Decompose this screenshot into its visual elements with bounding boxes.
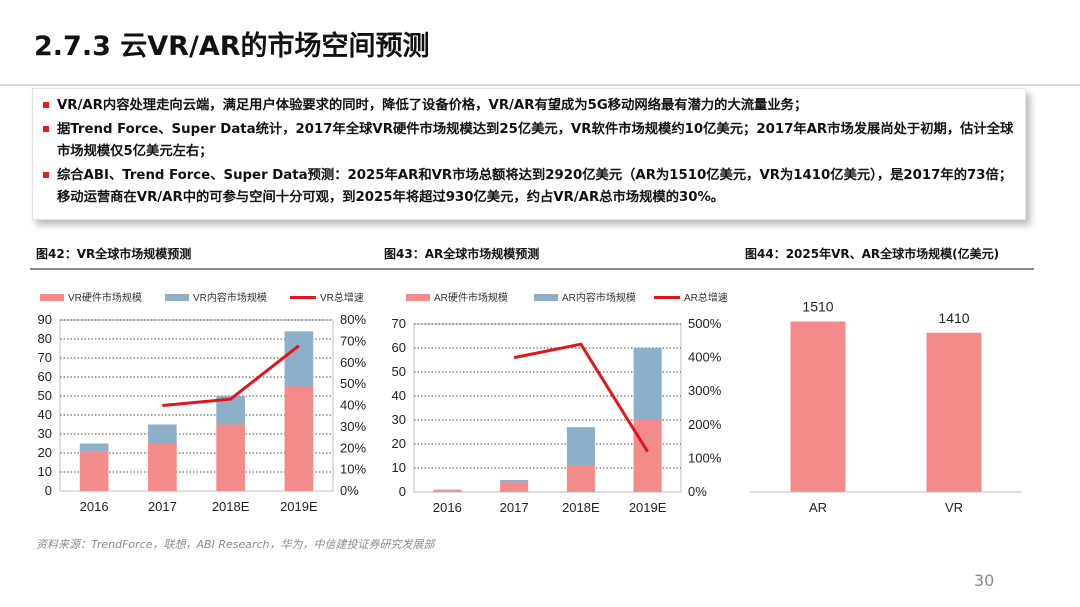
y-tick-label: 60	[392, 340, 406, 355]
bar-content	[284, 331, 314, 387]
y-tick-label: 50	[38, 388, 52, 403]
y2-tick-label: 300%	[688, 383, 722, 398]
y-tick-label: 10	[38, 464, 52, 479]
y2-tick-label: 0%	[688, 484, 707, 499]
legend-swatch-hardware	[40, 294, 64, 301]
figure-title-divider	[30, 268, 1034, 270]
bar-hardware	[566, 465, 595, 492]
y2-tick-label: 50%	[340, 376, 366, 391]
legend-swatch-hardware	[406, 294, 430, 301]
y-tick-label: 70	[392, 316, 406, 331]
legend-label: VR总增速	[320, 291, 364, 304]
y2-tick-label: 20%	[340, 440, 366, 455]
data-label: 1510	[802, 298, 833, 314]
y2-tick-label: 10%	[340, 462, 366, 477]
source-note: 资料来源：TrendForce，联想，ABI Research，华为，中信建投证…	[36, 538, 435, 551]
x-tick-label: 2017	[500, 500, 529, 515]
y2-tick-label: 0%	[340, 483, 359, 498]
bar-hardware	[633, 420, 662, 492]
x-tick-label: 2018E	[212, 499, 250, 514]
x-tick-label: 2016	[433, 500, 462, 515]
bar-hardware	[79, 451, 109, 491]
x-tick-label: 2019E	[280, 499, 318, 514]
market-2025-chart: 1510 AR 1410 VR	[750, 298, 1022, 515]
y2-tick-label: 80%	[340, 312, 366, 327]
legend-label: VR硬件市场规模	[68, 291, 142, 304]
y-tick-label: 30	[38, 426, 52, 441]
x-tick-label: 2018E	[562, 500, 600, 515]
figure-43-title: 图43：AR全球市场规模预测	[384, 247, 540, 261]
legend-label: AR总增速	[684, 291, 728, 304]
y2-tick-label: 200%	[688, 417, 722, 432]
legend-swatch-content	[165, 294, 189, 301]
vr-market-chart: 0 10 20 30 40 50 60 70 80 90 0% 10% 20% 30% 40% 50% 60% 7…	[38, 291, 367, 514]
summary-box: VR/AR内容处理走向云端，满足用户体验要求的同时，降低了设备价格，VR/AR有…	[32, 88, 1026, 220]
bar-hardware	[284, 386, 314, 491]
y2-tick-label: 60%	[340, 355, 366, 370]
bullet-marker	[43, 102, 49, 108]
y-tick-label: 70	[38, 350, 52, 365]
bullet-marker	[43, 172, 49, 178]
y-tick-label: 80	[38, 331, 52, 346]
bullet-marker	[43, 126, 49, 132]
y2-tick-label: 100%	[688, 450, 722, 465]
x-tick-label: 2017	[148, 499, 177, 514]
legend-label: VR内容市场规模	[193, 291, 267, 304]
bar-content	[566, 427, 595, 466]
legend-label: AR内容市场规模	[562, 291, 636, 304]
bar	[790, 321, 846, 492]
x-tick-label: 2019E	[629, 500, 667, 515]
y-tick-label: 0	[399, 484, 406, 499]
y-tick-label: 40	[392, 388, 406, 403]
x-tick-label: AR	[809, 500, 827, 515]
y-tick-label: 50	[392, 364, 406, 379]
growth-line	[513, 342, 649, 453]
y2-tick-label: 500%	[688, 316, 722, 331]
bar-hardware	[148, 443, 177, 491]
bar-hardware	[216, 424, 245, 491]
figure-42-title: 图42：VR全球市场规模预测	[36, 247, 192, 261]
title-divider	[0, 84, 1080, 86]
figure-44-title: 图44：2025年VR、AR全球市场规模(亿美元)	[745, 247, 1000, 261]
growth-line	[162, 344, 300, 407]
y-tick-label: 10	[392, 460, 406, 475]
y2-tick-label: 40%	[340, 398, 366, 413]
ar-market-chart: 0 10 20 30 40 50 60 70 0% 100% 200% 300% 400% 500% 201…	[392, 291, 728, 515]
y2-tick-label: 400%	[688, 350, 722, 365]
legend-swatch-content	[534, 294, 558, 301]
bar	[926, 332, 982, 492]
legend-label: AR硬件市场规模	[434, 291, 508, 304]
y-tick-label: 20	[38, 445, 52, 460]
y-tick-label: 0	[45, 483, 52, 498]
page-number: 30	[974, 571, 995, 590]
bullet-text: 据Trend Force、Super Data统计，2017年全球VR硬件市场规…	[57, 122, 1014, 159]
bar-content	[633, 348, 662, 420]
y2-tick-label: 30%	[340, 419, 366, 434]
page-title: 2.7.3 云VR/AR的市场空间预测	[34, 31, 430, 62]
bullet-text: VR/AR内容处理走向云端，满足用户体验要求的同时，降低了设备价格，VR/AR有…	[57, 98, 808, 113]
bar-content	[148, 424, 177, 444]
y-tick-label: 90	[38, 312, 52, 327]
bullet-text: 综合ABI、Trend Force、Super Data预测：2025年AR和V…	[57, 168, 1013, 205]
bar-hardware	[500, 482, 529, 492]
x-tick-label: VR	[945, 500, 963, 515]
y-tick-label: 40	[38, 407, 52, 422]
y-tick-label: 60	[38, 369, 52, 384]
bar-content	[500, 480, 529, 483]
y2-tick-label: 70%	[340, 333, 366, 348]
y-tick-label: 20	[392, 436, 406, 451]
y-tick-label: 30	[392, 412, 406, 427]
data-label: 1410	[938, 310, 969, 326]
bar-hardware	[433, 490, 462, 492]
x-tick-label: 2016	[80, 499, 109, 514]
bar-content	[79, 443, 109, 452]
